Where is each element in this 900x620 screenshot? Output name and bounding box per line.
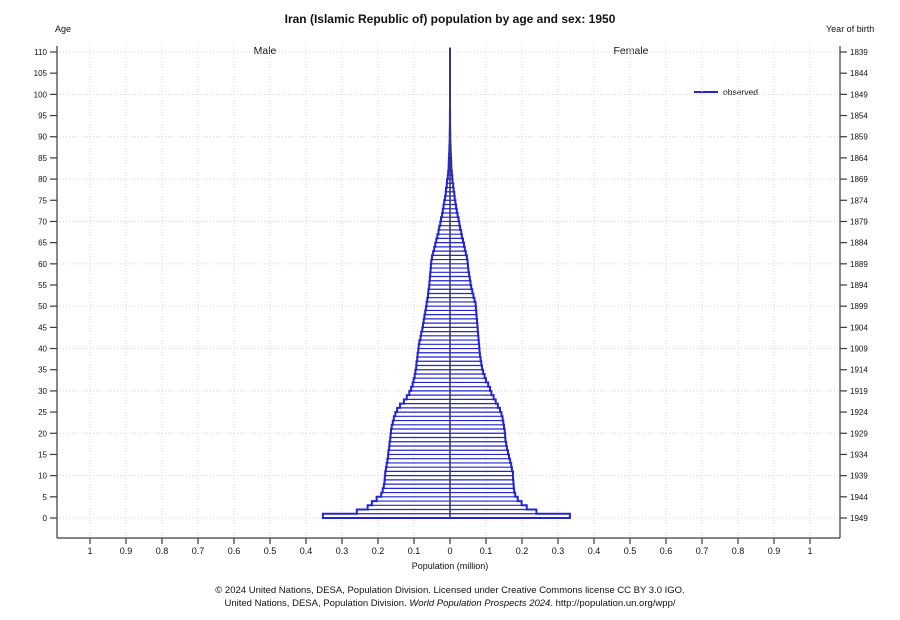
age-tick-label: 5	[43, 493, 48, 502]
population-tick-label: 0.5	[624, 546, 637, 556]
age-tick-label: 50	[38, 302, 47, 311]
year-tick-label: 1859	[850, 133, 868, 142]
age-tick-label: 40	[38, 345, 47, 354]
footer-line1: © 2024 United Nations, DESA, Population …	[215, 585, 685, 596]
year-tick-label: 1874	[850, 196, 868, 205]
footer: © 2024 United Nations, DESA, Population …	[0, 584, 900, 610]
age-tick-label: 95	[38, 112, 47, 121]
year-tick-label: 1949	[850, 514, 868, 523]
age-tick-label: 25	[38, 408, 47, 417]
year-tick-label: 1944	[850, 493, 868, 502]
age-tick-label: 75	[38, 196, 47, 205]
female-outline	[449, 47, 571, 519]
footer-line2-italic: World Population Prospects 2024	[409, 598, 551, 609]
age-tick-label: 15	[38, 450, 47, 459]
age-tick-label: 10	[38, 472, 47, 481]
population-tick-label: 0.7	[696, 546, 709, 556]
age-tick-label: 0	[43, 514, 48, 523]
year-tick-label: 1894	[850, 281, 868, 290]
population-tick-label: 0.8	[732, 546, 745, 556]
population-tick-label: 0.6	[660, 546, 673, 556]
age-axis-title: Age	[55, 24, 72, 34]
year-tick-label: 1869	[850, 175, 868, 184]
year-tick-label: 1844	[850, 69, 868, 78]
age-tick-label: 60	[38, 260, 47, 269]
population-tick-label: 0.2	[516, 546, 529, 556]
population-tick-label: 0.1	[408, 546, 421, 556]
age-tick-label: 65	[38, 239, 47, 248]
age-tick-label: 100	[34, 90, 48, 99]
year-tick-label: 1909	[850, 345, 868, 354]
population-tick-label: 0.8	[156, 546, 169, 556]
footer-line2-suffix: . http://population.un.org/wpp/	[550, 598, 676, 609]
population-tick-label: 0.2	[372, 546, 385, 556]
legend-observed-line-icon	[694, 91, 718, 93]
year-tick-label: 1864	[850, 154, 868, 163]
x-axis-title: Population (million)	[411, 561, 489, 571]
year-tick-label: 1889	[850, 260, 868, 269]
population-tick-label: 0.3	[552, 546, 565, 556]
year-tick-label: 1904	[850, 323, 868, 332]
year-tick-label: 1914	[850, 366, 868, 375]
population-tick-label: 0.6	[228, 546, 241, 556]
age-tick-label: 85	[38, 154, 47, 163]
chart-title: Iran (Islamic Republic of) population by…	[284, 12, 616, 26]
year-tick-label: 1849	[850, 90, 868, 99]
population-tick-label: 0.4	[588, 546, 601, 556]
population-tick-label: 0.9	[768, 546, 781, 556]
age-tick-label: 20	[38, 429, 47, 438]
age-tick-label: 70	[38, 217, 47, 226]
age-tick-label: 80	[38, 175, 47, 184]
male-outline	[321, 47, 451, 519]
age-tick-label: 55	[38, 281, 47, 290]
population-tick-label: 0.1	[480, 546, 493, 556]
year-tick-label: 1879	[850, 217, 868, 226]
year-tick-label: 1839	[850, 48, 868, 57]
year-tick-label: 1929	[850, 429, 868, 438]
population-tick-label: 0	[447, 546, 452, 556]
population-tick-label: 1	[87, 546, 92, 556]
population-tick-label: 0.9	[120, 546, 133, 556]
age-tick-label: 110	[34, 48, 47, 57]
year-tick-label: 1884	[850, 239, 868, 248]
legend: observed	[694, 86, 758, 98]
age-tick-label: 90	[38, 133, 47, 142]
population-tick-label: 0.4	[300, 546, 313, 556]
female-label: Female	[613, 45, 649, 57]
legend-observed-label: observed	[723, 87, 758, 97]
population-tick-label: 0.5	[264, 546, 277, 556]
population-tick-label: 1	[807, 546, 812, 556]
year-tick-label: 1854	[850, 112, 868, 121]
year-tick-label: 1899	[850, 302, 868, 311]
population-tick-label: 0.3	[336, 546, 349, 556]
age-tick-label: 105	[34, 69, 48, 78]
age-tick-label: 30	[38, 387, 47, 396]
year-tick-label: 1934	[850, 450, 868, 459]
age-tick-label: 45	[38, 323, 47, 332]
footer-line2: United Nations, DESA, Population Divisio…	[0, 597, 900, 610]
age-tick-label: 35	[38, 366, 47, 375]
footer-line2-prefix: United Nations, DESA, Population Divisio…	[224, 598, 410, 609]
male-label: Male	[253, 45, 277, 57]
year-of-birth-axis-title: Year of birth	[826, 24, 875, 34]
population-tick-label: 0.7	[192, 546, 205, 556]
year-tick-label: 1939	[850, 472, 868, 481]
year-tick-label: 1924	[850, 408, 868, 417]
year-tick-label: 1919	[850, 387, 868, 396]
